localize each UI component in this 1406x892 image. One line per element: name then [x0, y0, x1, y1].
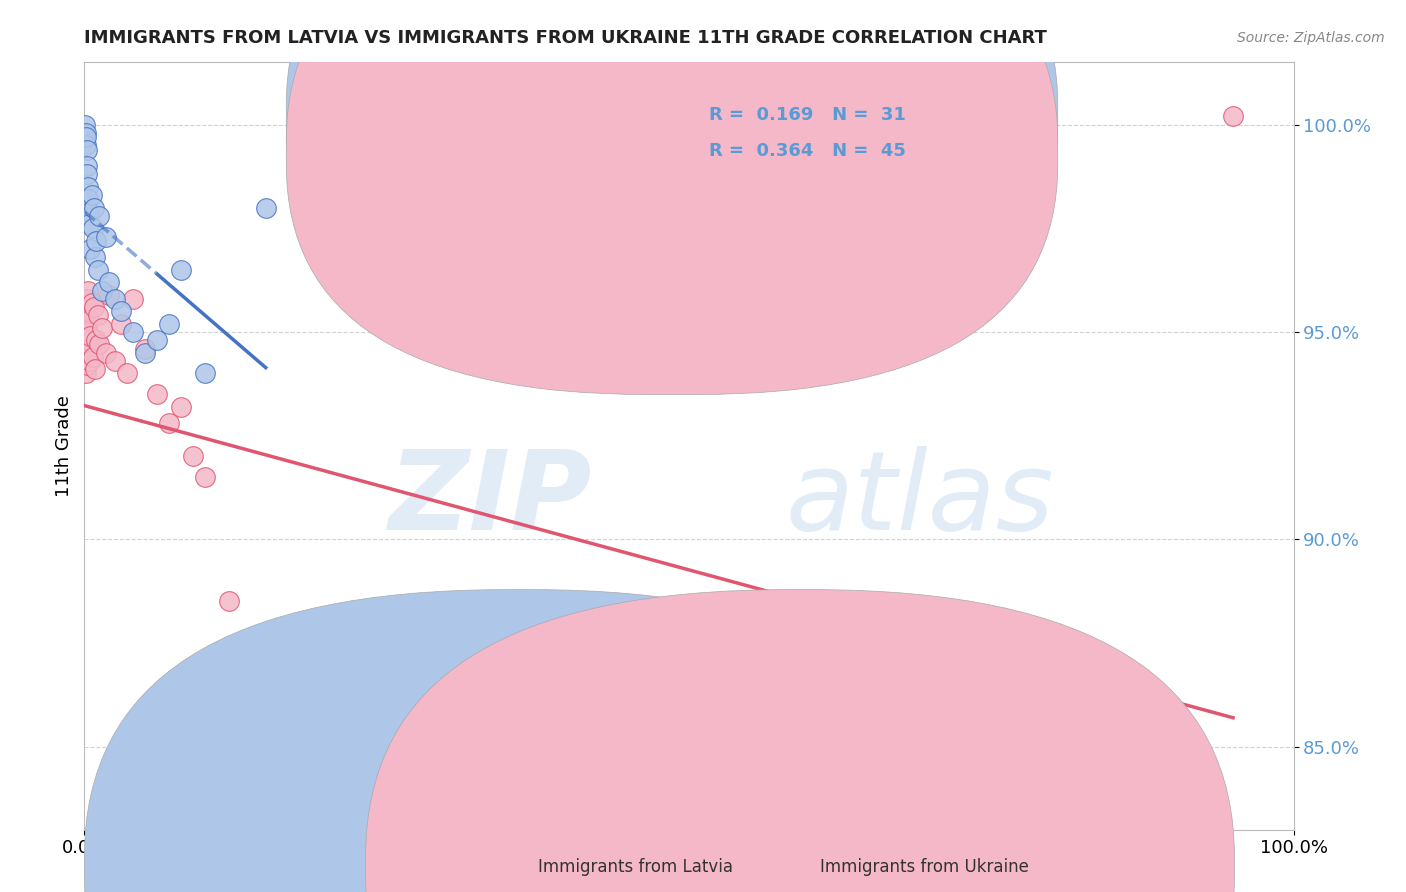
Point [134, 342, 156, 356]
Text: Immigrants from Latvia: Immigrants from Latvia [538, 858, 734, 876]
FancyBboxPatch shape [287, 0, 1057, 359]
Point [94, 345, 117, 359]
Point [73, 345, 96, 359]
Point [77, 325, 100, 339]
Point [77, 217, 100, 231]
Point [73, 118, 96, 132]
Point [91, 321, 114, 335]
Point [77, 179, 100, 194]
Point [110, 317, 132, 331]
Point [315, 739, 337, 754]
Point [104, 292, 127, 306]
Point [181, 450, 204, 464]
Point [76, 358, 98, 372]
Point [170, 262, 193, 277]
Point [80, 296, 103, 310]
Point [75, 130, 97, 145]
Point [121, 325, 143, 339]
Point [82, 350, 104, 364]
Point [339, 747, 361, 762]
Point [436, 781, 458, 796]
Point [291, 760, 314, 774]
Point [75, 317, 97, 331]
Point [83, 300, 105, 314]
Point [76, 292, 98, 306]
Text: IMMIGRANTS FROM LATVIA VS IMMIGRANTS FROM UKRAINE 11TH GRADE CORRELATION CHART: IMMIGRANTS FROM LATVIA VS IMMIGRANTS FRO… [84, 29, 1047, 47]
Point [104, 354, 127, 368]
Point [83, 201, 105, 215]
Point [157, 317, 180, 331]
FancyBboxPatch shape [287, 0, 1057, 394]
Point [80, 188, 103, 202]
Point [86, 333, 108, 347]
Point [678, 706, 700, 721]
Point [115, 367, 138, 381]
Point [79, 242, 101, 256]
Point [110, 304, 132, 318]
Point [76, 168, 98, 182]
Point [194, 470, 217, 484]
Point [375, 772, 398, 787]
Point [77, 342, 100, 356]
Text: atlas: atlas [786, 446, 1054, 553]
Text: Immigrants from Ukraine: Immigrants from Ukraine [820, 858, 1029, 876]
Point [75, 304, 97, 318]
Point [254, 698, 277, 713]
Point [146, 387, 169, 401]
Point [75, 126, 97, 140]
Text: R =  0.169   N =  31: R = 0.169 N = 31 [710, 106, 907, 124]
Point [412, 727, 434, 741]
Point [267, 719, 290, 733]
Point [77, 312, 100, 326]
Point [86, 309, 108, 323]
Point [76, 333, 98, 347]
Point [79, 354, 101, 368]
Point [86, 262, 108, 277]
Point [79, 329, 101, 343]
Point [170, 400, 193, 414]
Point [76, 159, 98, 173]
Point [75, 367, 97, 381]
Y-axis label: 11th Grade: 11th Grade [55, 395, 73, 497]
Point [91, 284, 114, 298]
Point [94, 229, 117, 244]
Point [194, 367, 217, 381]
Point [146, 333, 169, 347]
Point [77, 284, 100, 298]
Point [75, 138, 97, 153]
Point [77, 192, 100, 206]
Point [1222, 109, 1244, 123]
Point [254, 201, 277, 215]
Point [84, 250, 107, 264]
Text: Source: ZipAtlas.com: Source: ZipAtlas.com [1237, 31, 1385, 45]
Point [84, 362, 107, 376]
Point [134, 345, 156, 359]
Point [87, 337, 110, 351]
Point [121, 292, 143, 306]
Point [157, 416, 180, 430]
Point [97, 275, 120, 289]
Point [76, 143, 98, 157]
FancyBboxPatch shape [628, 93, 931, 186]
Point [77, 204, 100, 219]
Text: R =  0.364   N =  45: R = 0.364 N = 45 [710, 142, 907, 160]
Point [82, 221, 104, 235]
Point [97, 287, 120, 301]
Point [87, 209, 110, 223]
Point [242, 657, 264, 671]
Point [86, 234, 108, 248]
Text: ZIP: ZIP [388, 446, 592, 553]
Point [218, 594, 240, 608]
